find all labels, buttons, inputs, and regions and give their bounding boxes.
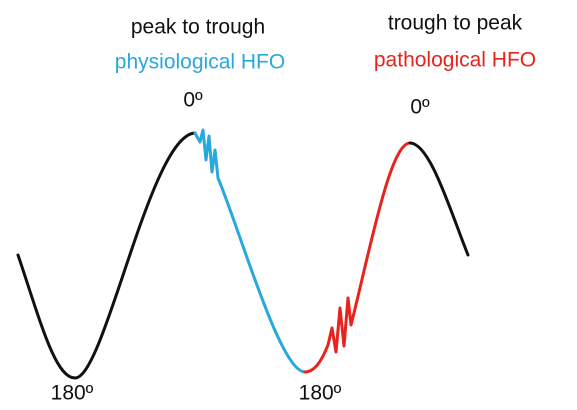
trough-label: 180º bbox=[51, 382, 94, 405]
peak-label: 0º bbox=[410, 96, 430, 119]
left-subtitle: physiological HFO bbox=[115, 51, 285, 74]
right-title: trough to peak bbox=[388, 12, 523, 35]
wave-black bbox=[16, 131, 197, 380]
wave-physiological bbox=[193, 128, 307, 374]
peak-label: 0º bbox=[183, 89, 203, 112]
wave-black bbox=[408, 141, 470, 257]
trough-label: 180º bbox=[299, 382, 342, 405]
left-title: peak to trough bbox=[131, 16, 265, 39]
wave-pathological bbox=[303, 141, 412, 374]
right-subtitle: pathological HFO bbox=[374, 49, 536, 72]
